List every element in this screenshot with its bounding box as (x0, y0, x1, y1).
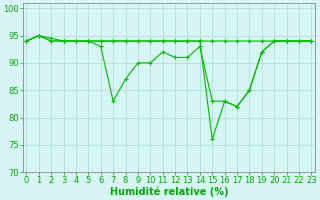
X-axis label: Humidité relative (%): Humidité relative (%) (110, 187, 228, 197)
